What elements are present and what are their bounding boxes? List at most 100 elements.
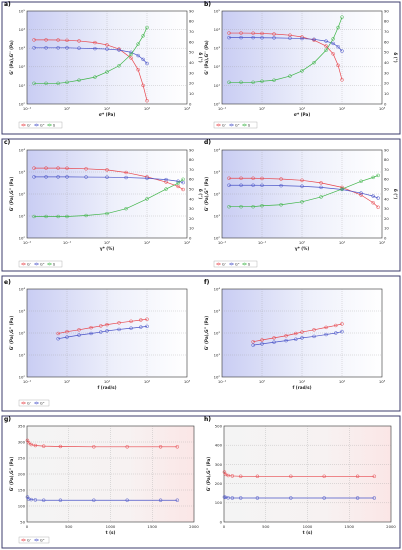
data-point-a-1 [145, 61, 149, 66]
y-tick-h: 300 [215, 462, 223, 467]
legend-d: G' G'' δ [213, 260, 258, 268]
data-point-a-2 [129, 52, 133, 57]
data-point-c-1 [145, 176, 149, 180]
legend-marker-e [22, 401, 25, 405]
data-point-d-1 [371, 194, 375, 198]
x-tick-c: 10⁻¹ [63, 240, 72, 245]
x-tick-a: 10⁻¹ [23, 106, 32, 111]
data-point-g-0 [158, 445, 163, 449]
y-tick-g: 200 [18, 471, 26, 476]
data-point-d-2 [227, 204, 231, 209]
data-point-a-2 [77, 78, 81, 82]
data-point-h-1 [238, 496, 243, 500]
x-tick-f: 10² [339, 379, 346, 384]
legend-e: G' G'' [18, 399, 50, 407]
x-tick-d: 10⁻¹ [258, 240, 267, 245]
data-point-c-0 [32, 166, 36, 170]
legend-marker-b [217, 123, 220, 127]
data-point-e-1 [89, 331, 93, 336]
legend-text-b: G' [222, 123, 226, 127]
data-point-b-1 [288, 36, 292, 40]
data-point-d-0 [239, 176, 243, 180]
series-line-f-1 [253, 331, 343, 346]
data-point-g-1 [41, 498, 46, 502]
legend-box-b [213, 121, 258, 129]
data-point-a-0 [44, 38, 48, 42]
legend-text-g: G'' [40, 538, 45, 542]
data-point-a-2 [145, 25, 149, 30]
legend-marker-e [35, 401, 38, 405]
legend-marker-d [217, 262, 220, 266]
data-point-f-1 [334, 331, 338, 335]
legend-text-d: G' [222, 262, 226, 266]
x-label-b: σ* (Pa) [294, 112, 311, 117]
data-point-d-2 [300, 200, 304, 204]
y2-tick-a: 60 [189, 39, 194, 44]
y-tick-e: 10¹ [19, 352, 26, 357]
panel-a: a)10⁻¹ 10⁰ 10¹ 10² 10³10⁰10¹10²10³10⁴10⁵0102… [4, 1, 203, 129]
data-point-f-0 [260, 338, 264, 342]
x-tick-h: 0 [223, 524, 226, 529]
legend-marker-b [243, 123, 246, 127]
data-point-d-2 [376, 173, 380, 178]
data-point-c-1 [84, 175, 88, 179]
data-point-d-0 [371, 201, 375, 205]
y-label-b: G' (Pa),G'' (Pa) [204, 40, 209, 75]
data-point-a-0 [141, 83, 145, 88]
y-tick-f: 10³ [214, 308, 221, 313]
data-point-d-2 [319, 195, 323, 199]
data-point-d-2 [260, 203, 264, 208]
y-tick-f: 10⁰ [214, 374, 221, 379]
x-tick-c: 10⁰ [104, 240, 111, 245]
data-point-h-1 [355, 496, 360, 500]
panel-label-h: h) [204, 416, 211, 423]
data-point-f-1 [312, 334, 316, 339]
legend-text-a: δ [53, 123, 55, 127]
y2-tick-d: 50 [384, 187, 389, 192]
data-point-d-2 [251, 204, 255, 209]
data-point-b-2 [340, 15, 344, 19]
data-point-c-1 [164, 177, 168, 182]
y-tick-f: 10¹ [214, 352, 221, 357]
data-point-b-0 [251, 31, 255, 35]
series-line-b-0 [229, 32, 343, 80]
data-point-d-0 [319, 181, 323, 185]
x-tick-d: 10¹ [339, 240, 346, 245]
legend-text-c: δ [53, 262, 55, 266]
data-point-e-0 [139, 318, 143, 322]
y2-tick-b: 50 [384, 50, 389, 55]
data-point-d-2 [340, 187, 344, 191]
data-point-d-2 [279, 203, 283, 207]
series-line-e-0 [58, 318, 148, 334]
data-point-c-2 [176, 181, 180, 185]
data-point-e-0 [77, 328, 81, 332]
x-tick-g: 1500 [147, 524, 157, 529]
data-point-e-1 [145, 324, 149, 329]
x-tick-e: 10¹ [104, 379, 111, 384]
y-tick-c: 10⁰ [19, 235, 26, 240]
legend-marker-c [22, 262, 25, 266]
y-tick-h: 100 [215, 500, 223, 505]
data-point-b-1 [239, 35, 243, 40]
data-point-b-2 [239, 80, 243, 85]
data-point-e-0 [105, 322, 109, 327]
data-point-a-2 [44, 81, 48, 86]
data-point-f-0 [334, 323, 338, 328]
data-point-b-1 [227, 35, 231, 40]
panel-label-b: b) [204, 1, 211, 8]
data-point-f-0 [340, 322, 344, 326]
data-point-f-1 [260, 342, 264, 346]
data-point-a-2 [65, 80, 69, 85]
data-point-d-0 [251, 176, 255, 180]
x-tick-a: 10³ [184, 106, 191, 111]
x-tick-f: 10⁻¹ [218, 379, 227, 384]
row-frame-1 [1, 1, 401, 135]
y2-tick-b: 60 [384, 39, 389, 44]
data-point-h-0 [238, 474, 243, 479]
y-label-h: G' (Pa),G'' (Pa) [206, 457, 211, 492]
panel-h: h) 0 500 1000 1500 2000 0 100 200 300 400 500 t (s) G… [204, 416, 396, 535]
x-tick-f: 10³ [379, 379, 386, 384]
series-line-d-0 [229, 177, 379, 208]
data-point-c-1 [44, 175, 48, 179]
data-point-c-2 [181, 177, 185, 182]
